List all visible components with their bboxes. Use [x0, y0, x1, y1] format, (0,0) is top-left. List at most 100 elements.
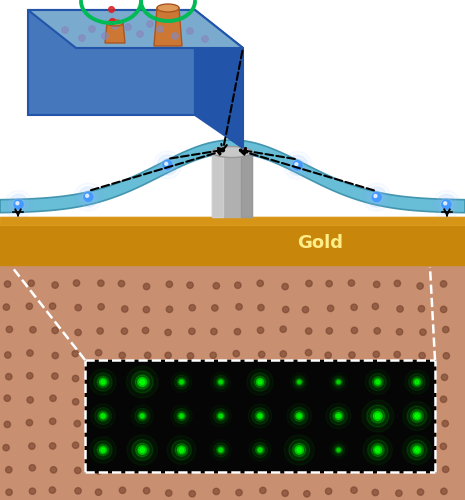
Circle shape: [436, 194, 457, 214]
Circle shape: [177, 412, 186, 420]
Circle shape: [211, 398, 218, 405]
Circle shape: [189, 304, 195, 311]
Circle shape: [397, 306, 403, 312]
Circle shape: [179, 448, 184, 452]
Circle shape: [294, 410, 305, 422]
Circle shape: [75, 330, 81, 336]
Circle shape: [143, 284, 150, 290]
Ellipse shape: [107, 20, 123, 26]
Ellipse shape: [212, 146, 252, 158]
Circle shape: [96, 468, 102, 474]
Circle shape: [172, 33, 178, 39]
Circle shape: [395, 465, 401, 471]
Circle shape: [336, 448, 341, 452]
Circle shape: [372, 374, 378, 380]
Circle shape: [143, 488, 150, 494]
Circle shape: [191, 420, 197, 426]
Circle shape: [99, 446, 107, 454]
Circle shape: [180, 414, 183, 418]
Circle shape: [147, 21, 153, 27]
Polygon shape: [28, 10, 195, 115]
Circle shape: [52, 282, 58, 288]
Bar: [0, 265, 465, 500]
Circle shape: [219, 448, 222, 452]
Polygon shape: [105, 23, 125, 43]
Circle shape: [216, 412, 226, 420]
Circle shape: [97, 444, 109, 456]
Circle shape: [372, 303, 379, 310]
Circle shape: [419, 374, 425, 380]
Circle shape: [443, 466, 449, 472]
Circle shape: [101, 380, 105, 384]
Circle shape: [132, 440, 153, 460]
Circle shape: [52, 327, 58, 334]
Circle shape: [396, 442, 402, 448]
Circle shape: [235, 282, 241, 288]
Ellipse shape: [157, 4, 179, 12]
Circle shape: [413, 412, 421, 420]
Circle shape: [73, 376, 79, 382]
Circle shape: [302, 306, 309, 313]
Circle shape: [140, 448, 145, 452]
Circle shape: [373, 194, 380, 200]
Circle shape: [101, 414, 105, 418]
Circle shape: [210, 352, 216, 358]
Circle shape: [257, 447, 263, 453]
Circle shape: [50, 466, 57, 473]
Circle shape: [125, 24, 131, 30]
Circle shape: [282, 284, 288, 290]
Circle shape: [121, 396, 128, 402]
Circle shape: [411, 410, 423, 422]
Circle shape: [306, 328, 312, 334]
Circle shape: [394, 352, 400, 358]
Circle shape: [166, 306, 173, 312]
Circle shape: [258, 444, 264, 450]
Circle shape: [413, 446, 421, 454]
Circle shape: [79, 35, 85, 41]
Circle shape: [337, 380, 340, 384]
Circle shape: [119, 374, 126, 380]
Circle shape: [97, 395, 103, 401]
Circle shape: [289, 440, 310, 460]
Circle shape: [187, 374, 193, 380]
Circle shape: [137, 31, 143, 37]
Circle shape: [372, 490, 379, 496]
Circle shape: [89, 26, 95, 32]
Circle shape: [101, 448, 105, 452]
Circle shape: [235, 464, 241, 471]
Circle shape: [302, 420, 309, 426]
Circle shape: [297, 414, 301, 418]
Circle shape: [233, 374, 240, 380]
Circle shape: [297, 448, 302, 452]
Circle shape: [218, 447, 224, 453]
Circle shape: [376, 380, 380, 384]
Circle shape: [441, 488, 447, 494]
Circle shape: [369, 374, 386, 390]
Polygon shape: [0, 140, 465, 212]
Circle shape: [443, 326, 449, 333]
Circle shape: [419, 464, 425, 471]
Circle shape: [29, 488, 36, 494]
Circle shape: [49, 418, 56, 424]
Circle shape: [218, 379, 224, 385]
Circle shape: [165, 372, 171, 378]
Circle shape: [163, 160, 172, 170]
Circle shape: [327, 396, 333, 402]
Circle shape: [372, 444, 384, 456]
Circle shape: [187, 468, 194, 473]
Circle shape: [49, 443, 56, 449]
Circle shape: [351, 327, 358, 334]
Circle shape: [98, 410, 108, 422]
Circle shape: [49, 303, 56, 310]
Circle shape: [216, 378, 225, 386]
Circle shape: [120, 487, 126, 494]
Circle shape: [417, 398, 423, 404]
Circle shape: [52, 373, 58, 379]
Circle shape: [213, 282, 219, 289]
Circle shape: [257, 327, 264, 334]
Circle shape: [131, 371, 153, 393]
Circle shape: [259, 466, 265, 472]
Circle shape: [255, 445, 265, 455]
Circle shape: [233, 350, 239, 357]
Circle shape: [3, 444, 9, 451]
